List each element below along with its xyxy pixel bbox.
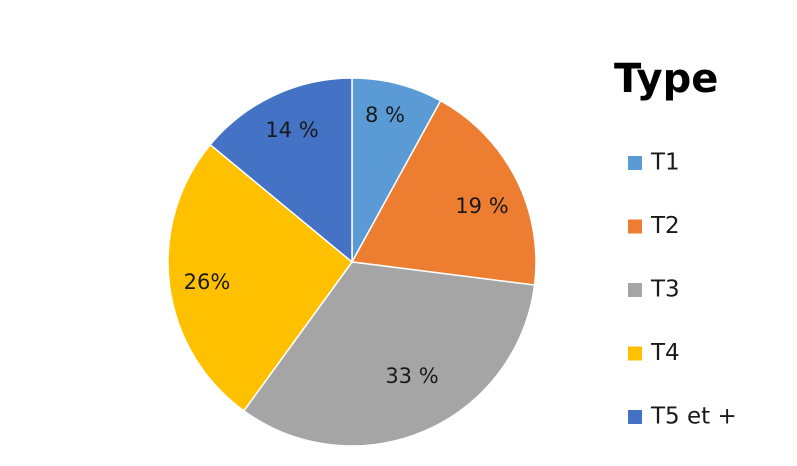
legend-swatch bbox=[628, 283, 642, 297]
slice-data-label: 19 % bbox=[455, 194, 508, 218]
legend-title: Type bbox=[614, 56, 718, 102]
legend-swatch bbox=[628, 219, 642, 234]
pie-slice-t2 bbox=[350, 99, 537, 286]
legend: Type T1 T2 T3 T4 T5 et + bbox=[614, 56, 737, 430]
legend-swatch bbox=[628, 410, 642, 424]
slice-data-label: 8 % bbox=[365, 103, 405, 127]
legend-swatch bbox=[628, 346, 642, 361]
pie-slice-t1 bbox=[351, 77, 442, 263]
slice-data-label: 26% bbox=[184, 270, 231, 294]
legend-label: T5 et + bbox=[650, 404, 737, 430]
pie-slice-t4 bbox=[167, 143, 354, 412]
legend-items: T1 T2 T3 T4 T5 et + bbox=[628, 150, 737, 430]
slice-data-label: 33 % bbox=[385, 364, 438, 388]
pie-slice-t3 bbox=[242, 261, 536, 447]
legend-label: T3 bbox=[650, 277, 680, 303]
legend-label: T1 bbox=[650, 150, 680, 176]
pie-slice-t5-et bbox=[209, 77, 353, 264]
legend-swatch bbox=[628, 156, 642, 170]
legend-label: T4 bbox=[650, 340, 680, 366]
legend-label: T2 bbox=[650, 213, 680, 239]
pie-slices bbox=[167, 77, 537, 447]
pie-slice-labels: 8 % 19 % 33 % 26% 14 % bbox=[184, 103, 509, 388]
slice-data-label: 14 % bbox=[265, 118, 318, 142]
